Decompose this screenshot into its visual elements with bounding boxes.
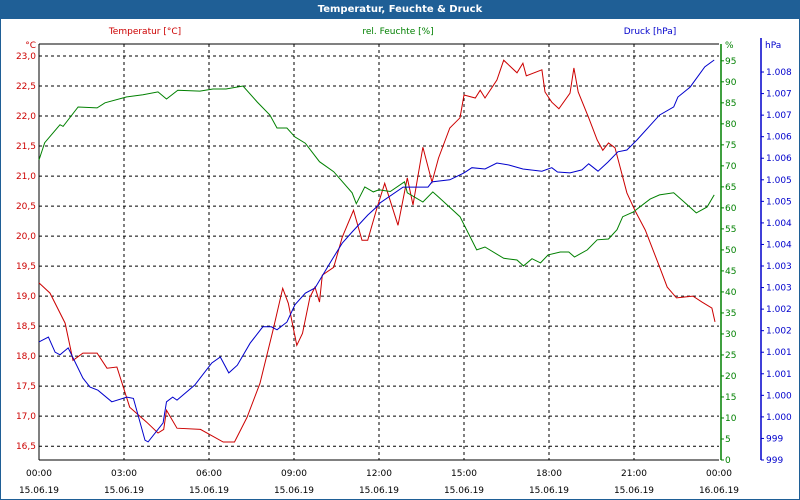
- x-tick-time: 03:00: [111, 469, 137, 479]
- pressure-axis-unit: hPa: [765, 41, 781, 51]
- humidity-tick-label: 45: [725, 267, 736, 277]
- temperature-tick-label: 17,0: [16, 412, 36, 422]
- humidity-tick-label: 35: [725, 309, 736, 319]
- temperature-tick-label: 22,0: [16, 112, 36, 122]
- pressure-tick-label: 1.000: [766, 391, 792, 401]
- pressure-tick-label: 1.005: [766, 176, 792, 186]
- humidity-tick-label: 60: [725, 204, 737, 214]
- humidity-tick-label: 0: [725, 456, 731, 466]
- temperature-tick-label: 19,0: [16, 292, 36, 302]
- temperature-tick-label: 17,5: [16, 382, 36, 392]
- x-tick-date: 15.06.19: [19, 486, 59, 496]
- x-tick-date: 16.06.19: [699, 486, 739, 496]
- legend-humidity: rel. Feuchte [%]: [362, 27, 433, 37]
- pressure-tick-label: 1.006: [766, 154, 792, 164]
- x-tick-time: 00:00: [26, 469, 52, 479]
- x-tick-time: 09:00: [281, 469, 307, 479]
- temperature-tick-label: 19,5: [16, 262, 36, 272]
- x-tick-time: 12:00: [366, 469, 392, 479]
- pressure-tick-label: 1.003: [766, 262, 792, 272]
- window-title: Temperatur, Feuchte & Druck: [1, 1, 799, 19]
- humidity-tick-label: 55: [725, 225, 736, 235]
- humidity-tick-label: 5: [725, 435, 731, 445]
- temperature-tick-label: 21,5: [16, 142, 36, 152]
- x-tick-date: 15.06.19: [444, 486, 484, 496]
- x-tick-time: 21:00: [621, 469, 647, 479]
- humidity-tick-label: 25: [725, 351, 736, 361]
- humidity-tick-label: 20: [725, 372, 737, 382]
- humidity-tick-label: 70: [725, 162, 737, 172]
- pressure-series-line: [38, 59, 715, 443]
- pressure-tick-label: 1.007: [766, 90, 792, 100]
- temperature-series-line: [38, 59, 716, 443]
- temperature-tick-label: 22,5: [16, 82, 36, 92]
- humidity-tick-label: 75: [725, 141, 736, 151]
- x-tick-date: 15.06.19: [529, 486, 569, 496]
- humidity-tick-label: 85: [725, 99, 736, 109]
- humidity-tick-label: 90: [725, 78, 737, 88]
- temperature-tick-label: 16,5: [16, 442, 36, 452]
- pressure-tick-label: 1.006: [766, 133, 792, 143]
- pressure-tick-label: 999: [766, 456, 783, 466]
- pressure-tick-label: 999: [766, 434, 783, 444]
- humidity-axis-unit: %: [725, 41, 734, 51]
- x-tick-time: 18:00: [536, 469, 562, 479]
- temperature-tick-label: 21,0: [16, 172, 36, 182]
- pressure-tick-label: 1.008: [766, 68, 792, 78]
- pressure-tick-label: 1.003: [766, 284, 792, 294]
- temperature-tick-label: 23,0: [16, 52, 36, 62]
- temperature-tick-label: 18,0: [16, 352, 36, 362]
- humidity-tick-label: 30: [725, 330, 737, 340]
- pressure-tick-label: 1.000: [766, 413, 792, 423]
- pressure-tick-label: 1.002: [766, 305, 792, 315]
- pressure-tick-label: 1.004: [766, 240, 792, 250]
- humidity-tick-label: 95: [725, 57, 736, 67]
- x-tick-time: 00:00: [706, 469, 732, 479]
- x-tick-date: 15.06.19: [614, 486, 654, 496]
- humidity-tick-label: 10: [725, 414, 737, 424]
- x-tick-date: 15.06.19: [274, 486, 314, 496]
- legend-temperature: Temperatur [°C]: [108, 27, 181, 37]
- humidity-tick-label: 80: [725, 120, 737, 130]
- x-tick-time: 15:00: [451, 469, 477, 479]
- temperature-tick-label: 20,5: [16, 202, 36, 212]
- pressure-tick-label: 1.007: [766, 111, 792, 121]
- pressure-tick-label: 1.001: [766, 370, 792, 380]
- x-tick-date: 15.06.19: [359, 486, 399, 496]
- humidity-series-line: [38, 85, 715, 267]
- legend-pressure: Druck [hPa]: [624, 27, 677, 37]
- humidity-tick-label: 40: [725, 288, 737, 298]
- pressure-tick-label: 1.001: [766, 348, 792, 358]
- pressure-tick-label: 1.002: [766, 327, 792, 337]
- x-tick-date: 15.06.19: [104, 486, 144, 496]
- pressure-tick-label: 1.005: [766, 197, 792, 207]
- temperature-tick-label: 18,5: [16, 322, 36, 332]
- humidity-tick-label: 65: [725, 183, 736, 193]
- humidity-tick-label: 15: [725, 393, 736, 403]
- temperature-axis-unit: °C: [25, 41, 36, 51]
- temperature-tick-label: 20,0: [16, 232, 36, 242]
- pressure-tick-label: 1.004: [766, 219, 792, 229]
- x-tick-time: 06:00: [196, 469, 222, 479]
- humidity-tick-label: 50: [725, 246, 737, 256]
- x-tick-date: 15.06.19: [189, 486, 229, 496]
